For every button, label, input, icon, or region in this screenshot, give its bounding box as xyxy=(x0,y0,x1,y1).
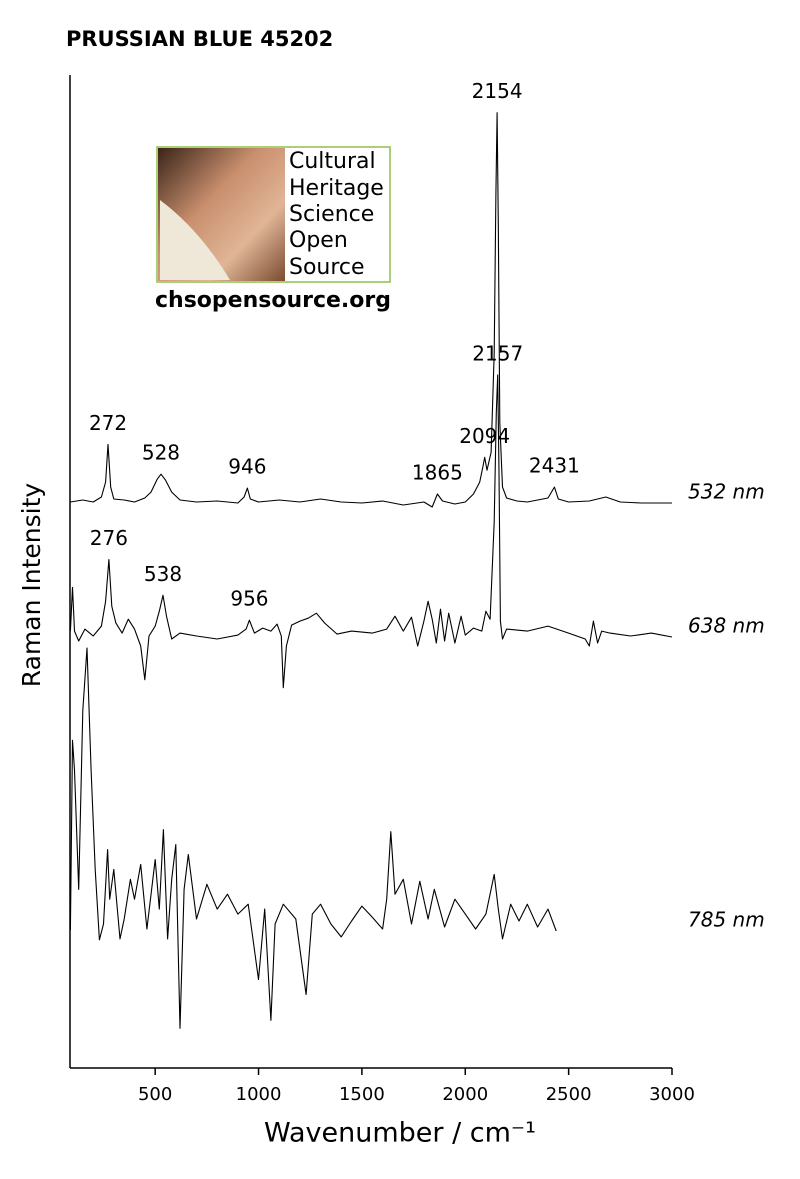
peak-label: 2094 xyxy=(459,424,510,448)
spectrum-line xyxy=(69,647,557,1029)
chart-title: PRUSSIAN BLUE 45202 xyxy=(66,27,333,51)
peak-label: 276 xyxy=(90,526,128,550)
x-tick-label: 2500 xyxy=(546,1084,592,1105)
spectrum-line xyxy=(70,112,672,508)
x-tick-label: 1000 xyxy=(236,1084,282,1105)
logo-line: Cultural xyxy=(289,149,376,174)
peak-label: 538 xyxy=(144,562,182,586)
peak-label: 1865 xyxy=(412,461,463,485)
logo-line: Open xyxy=(289,228,348,253)
spectrum-line xyxy=(69,374,673,689)
x-tick-label: 500 xyxy=(138,1084,172,1105)
x-tick-label: 1500 xyxy=(339,1084,385,1105)
logo-line: Science xyxy=(289,202,374,227)
x-tick-label: 2000 xyxy=(442,1084,488,1105)
logo: Cultural Heritage Science Open Source ch… xyxy=(155,146,391,313)
peak-label: 946 xyxy=(228,455,266,479)
x-tick-label: 3000 xyxy=(649,1084,695,1105)
series-label: 785 nm xyxy=(688,907,765,931)
peak-label: 272 xyxy=(89,411,127,435)
y-axis-label: Raman Intensity xyxy=(17,483,46,688)
peak-label: 528 xyxy=(142,441,180,465)
logo-line: Source xyxy=(289,255,365,280)
series-label: 532 nm xyxy=(688,479,765,503)
logo-line: Heritage xyxy=(289,176,384,201)
peak-label: 2431 xyxy=(529,454,580,478)
peak-label: 956 xyxy=(230,587,268,611)
series-label: 638 nm xyxy=(688,614,765,638)
logo-paper xyxy=(160,200,230,280)
peak-label: 2154 xyxy=(472,79,523,103)
peak-label: 2157 xyxy=(472,341,523,365)
x-axis-label: Wavenumber / cm⁻¹ xyxy=(264,1118,536,1149)
logo-url: chsopensource.org xyxy=(155,288,391,313)
